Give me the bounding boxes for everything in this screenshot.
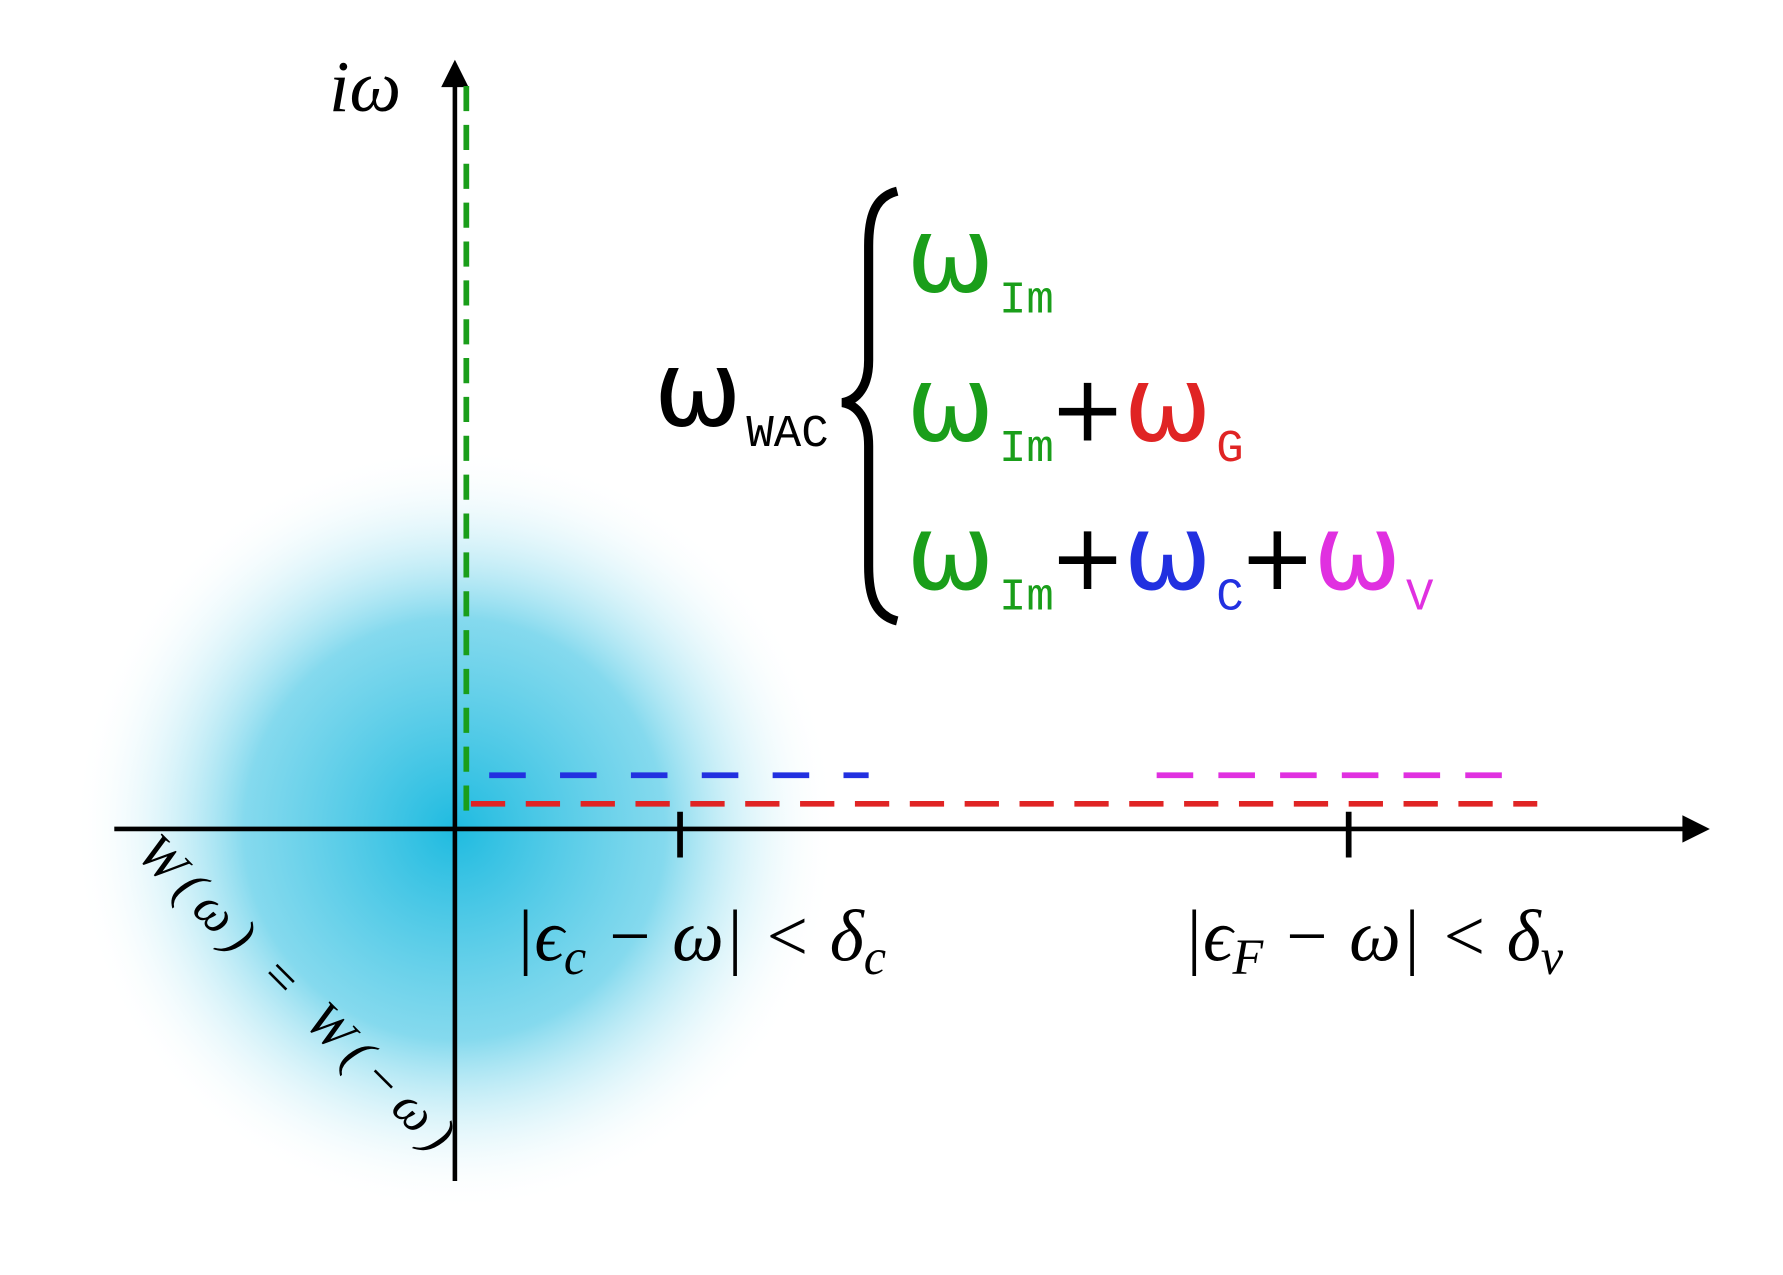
symbol: ω	[1313, 491, 1401, 614]
equation-lhs: ω WAC	[654, 327, 829, 460]
symbol: ω	[906, 491, 994, 614]
symbol: ω	[654, 327, 742, 450]
subscript: Im	[999, 571, 1054, 623]
symbol: ω	[906, 342, 994, 465]
equation-case: ω Im+ω C+ω V	[906, 491, 1434, 624]
subscript: c	[564, 929, 586, 985]
subscript: G	[1216, 423, 1243, 475]
x-mark-label: |ϵc − ω| < δc	[514, 895, 886, 985]
equation-case: ω Im+ω G	[906, 342, 1243, 475]
label-part: |ϵ	[514, 895, 566, 976]
x-arrow	[1682, 815, 1710, 843]
subscript: WAC	[746, 408, 828, 460]
subscript: V	[1406, 571, 1434, 623]
operator: +	[1049, 355, 1126, 462]
label-part: − ω| < δ	[586, 895, 865, 976]
operator: +	[1049, 504, 1126, 611]
subscript: c	[864, 929, 886, 985]
equation-case: ω Im	[906, 194, 1053, 327]
subscript: v	[1541, 929, 1564, 985]
brace	[841, 186, 899, 626]
subscript: Im	[999, 274, 1054, 326]
symbol: ω	[906, 194, 994, 317]
y-axis-label: iω	[329, 46, 401, 127]
symbol: ω	[1124, 491, 1212, 614]
symbol: ω	[1124, 342, 1212, 465]
x-mark-label: |ϵF − ω| < δv	[1183, 895, 1564, 985]
subscript: Im	[999, 423, 1054, 475]
subscript: F	[1232, 929, 1265, 985]
operator: +	[1239, 504, 1316, 611]
label-part: |ϵ	[1183, 895, 1235, 976]
y-arrow	[441, 59, 469, 88]
label-part: − ω| < δ	[1263, 895, 1542, 976]
subscript: C	[1216, 571, 1243, 623]
